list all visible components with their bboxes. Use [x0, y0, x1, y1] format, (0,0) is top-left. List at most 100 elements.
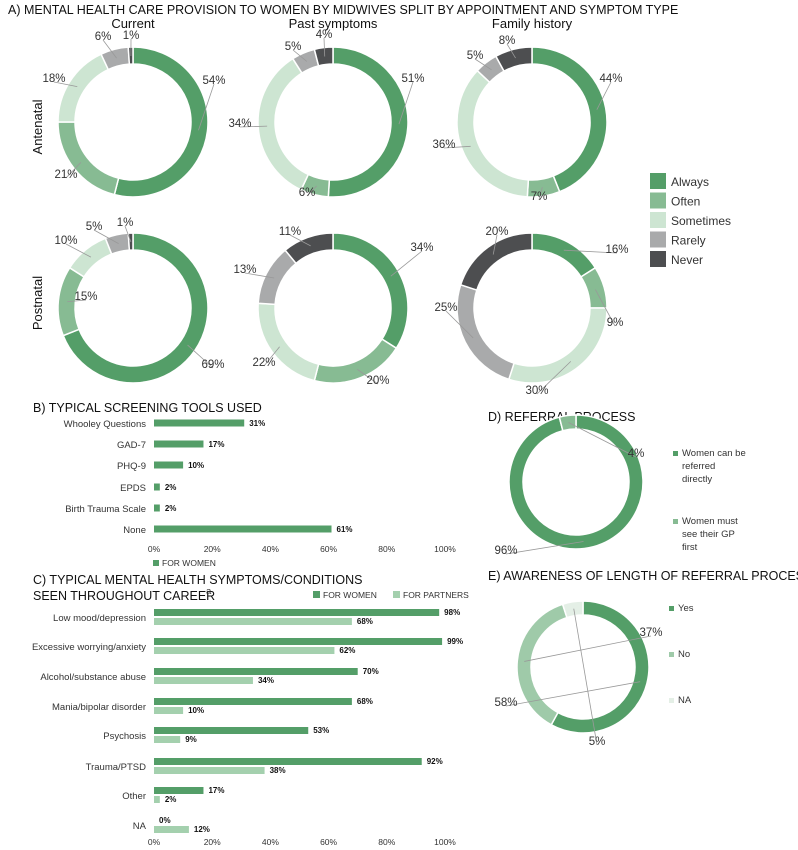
- bar-value: 62%: [339, 646, 355, 655]
- data-label: 9%: [607, 317, 624, 329]
- data-label: 6%: [299, 187, 316, 199]
- leader-line: [357, 369, 379, 385]
- data-label: 54%: [202, 75, 225, 87]
- legend-label: Sometimes: [671, 214, 731, 228]
- bar-partners: [154, 647, 335, 654]
- data-label: 1%: [123, 30, 140, 42]
- data-label: 37%: [639, 627, 662, 639]
- bar-value: 98%: [444, 608, 460, 617]
- leader-line: [198, 83, 215, 131]
- category-label: Low mood/depression: [53, 613, 146, 624]
- data-label: 22%: [252, 357, 275, 369]
- leader-line: [102, 39, 117, 59]
- donut-segment: [550, 600, 650, 734]
- leader-line: [306, 185, 317, 197]
- data-label: 20%: [366, 375, 389, 387]
- data-label: 7%: [531, 191, 548, 203]
- data-label: 13%: [233, 264, 256, 276]
- bar-value: 10%: [188, 706, 204, 715]
- leader-line: [492, 234, 498, 255]
- legend-label: Women can be: [682, 448, 746, 459]
- donut-segment: [57, 121, 120, 196]
- bar-value: 34%: [258, 676, 274, 685]
- data-label: 1%: [117, 217, 134, 229]
- leader-line: [524, 635, 652, 662]
- donut-segment: [579, 266, 608, 309]
- donut-antenatal-2: [456, 46, 608, 198]
- category-label: Mania/bipolar disorder: [52, 702, 146, 713]
- donut-segment: [558, 414, 577, 432]
- tick-label: 0%: [148, 837, 161, 847]
- legend-swatch: [313, 591, 320, 598]
- donut-segment: [459, 232, 533, 292]
- leader-line: [596, 81, 612, 110]
- leader-line: [445, 310, 474, 339]
- donut-postnatal-4: [257, 232, 409, 384]
- leader-line: [505, 681, 641, 707]
- leader-line: [124, 225, 132, 243]
- bar-value: 0%: [159, 816, 171, 825]
- column-header: Past symptoms: [289, 16, 378, 31]
- leader-line: [244, 272, 275, 279]
- data-label: 34%: [410, 242, 433, 254]
- legend-label: referred: [682, 461, 715, 472]
- data-label: 34%: [228, 118, 251, 130]
- donut-segment: [508, 414, 644, 550]
- donut-segment: [284, 232, 334, 265]
- bar-women: [154, 609, 440, 616]
- tick-label: 100%: [434, 544, 456, 554]
- panel-a-title: A) MENTAL HEALTH CARE PROVISION TO WOMEN…: [8, 3, 678, 17]
- bar-value: 99%: [447, 637, 463, 646]
- tick-label: 60%: [320, 544, 337, 554]
- legend-label: Yes: [678, 603, 694, 614]
- bar-value: 2%: [165, 483, 177, 492]
- legend-swatch: [650, 192, 666, 209]
- donut-segment: [494, 46, 533, 73]
- donut-segment: [531, 232, 597, 278]
- bar-partners: [154, 618, 352, 625]
- bar-value: 17%: [208, 440, 224, 449]
- tick-label: 0%: [148, 544, 161, 554]
- legend-swatch: [669, 652, 674, 657]
- leader-line: [67, 299, 87, 303]
- legend-swatch: [393, 591, 400, 598]
- legend-label: FOR WOMEN: [323, 590, 377, 600]
- bar-women: [154, 758, 422, 765]
- bar: [154, 419, 245, 427]
- donut-segment: [57, 53, 110, 123]
- row-header: Postnatal: [30, 276, 45, 330]
- data-label: 20%: [485, 226, 508, 238]
- donut-segment: [327, 46, 409, 198]
- leader-line: [323, 37, 326, 57]
- leader-line: [53, 81, 78, 88]
- panel-c-title-line2: SEEN THROUGHOUT CAREER: [33, 589, 215, 603]
- bar-value: 10%: [188, 461, 204, 470]
- bar-value: 17%: [208, 786, 224, 795]
- legend-label: FOR WOMEN: [162, 558, 216, 568]
- bar-women: [154, 668, 358, 675]
- legend-swatch: [673, 451, 678, 456]
- data-label: 30%: [525, 385, 548, 397]
- panel-b-title: B) TYPICAL SCREENING TOOLS USED: [33, 401, 262, 415]
- data-label: 4%: [628, 448, 645, 460]
- category-label: Trauma/PTSD: [86, 762, 146, 773]
- bar-value: 2%: [165, 795, 177, 804]
- data-label: 5%: [467, 50, 484, 62]
- data-label: 4%: [316, 29, 333, 41]
- legend-swatch: [650, 173, 666, 189]
- data-label: 21%: [54, 169, 77, 181]
- bar-value: 31%: [249, 419, 265, 428]
- bar-partners: [154, 677, 253, 684]
- legend-label: directly: [682, 474, 712, 485]
- leader-line: [93, 229, 119, 244]
- data-label: 11%: [279, 226, 301, 238]
- data-label: 18%: [42, 73, 65, 85]
- bar-partners: [154, 796, 160, 803]
- category-label: Birth Trauma Scale: [65, 504, 146, 515]
- legend-label: see their GP: [682, 529, 735, 540]
- data-label: 8%: [499, 35, 516, 47]
- leader-line: [563, 249, 618, 254]
- bar-value: 38%: [270, 766, 286, 775]
- tick-label: 20%: [204, 837, 221, 847]
- leader-line: [443, 145, 471, 149]
